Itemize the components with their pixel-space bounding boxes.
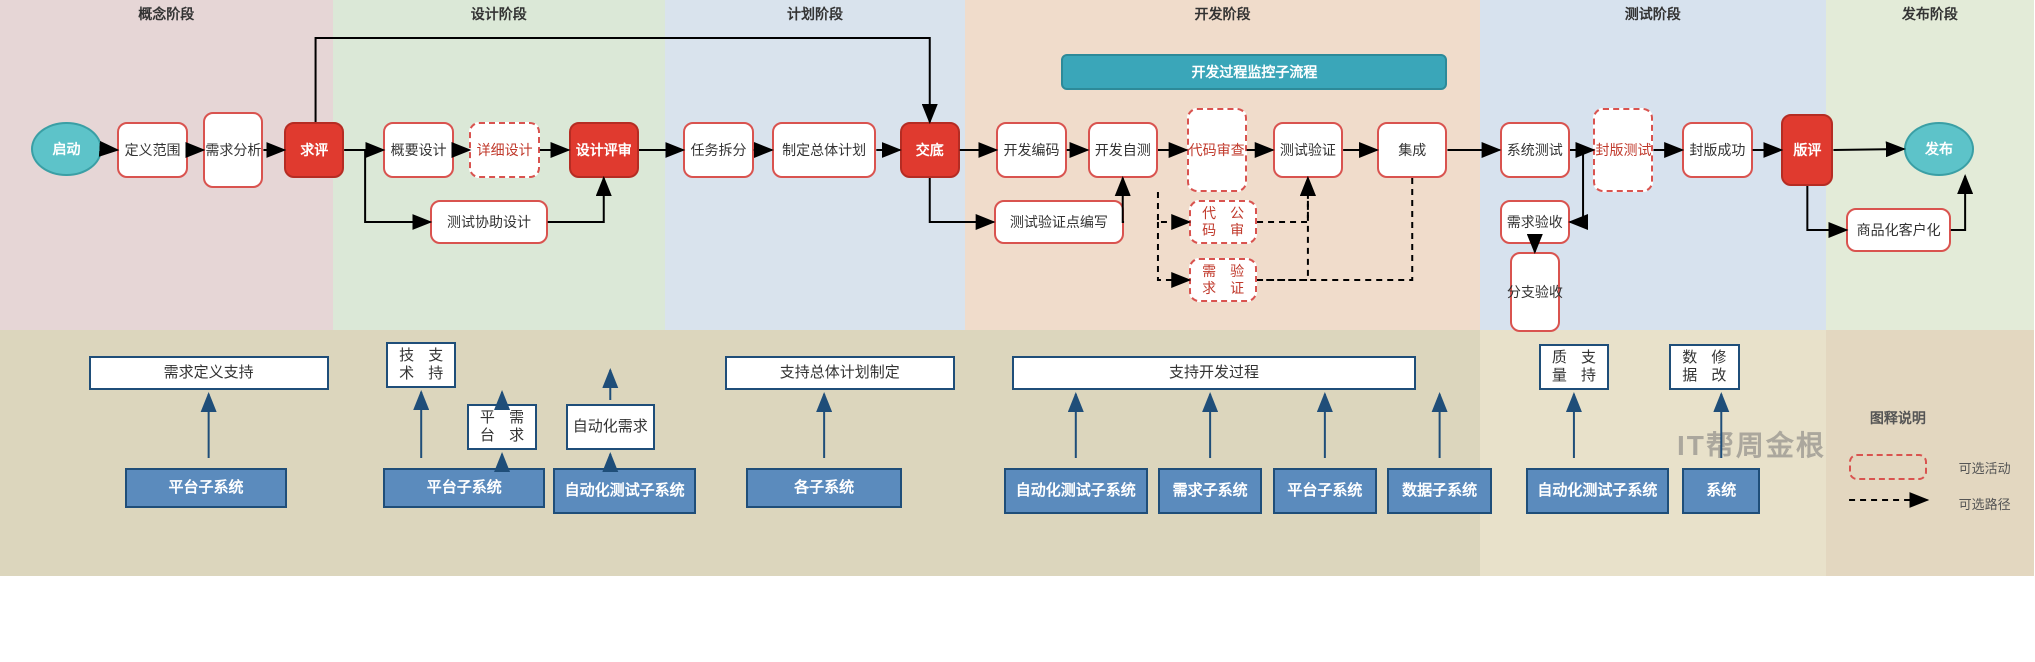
node-codepub: 代码公审 — [1189, 200, 1257, 244]
node-coderev: 代码审查 — [1187, 108, 1247, 192]
legend-title: 图释说明 — [1870, 408, 1926, 428]
node-systest: 系统测试 — [1500, 122, 1570, 178]
node-tvpwrite: 测试验证点编写 — [994, 200, 1124, 244]
node-reqana: 需求分析 — [203, 112, 263, 188]
node-reqacc: 需求验收 — [1500, 200, 1570, 244]
node-b2: 平台子系统 — [383, 468, 545, 508]
node-outdes: 概要设计 — [383, 122, 453, 178]
node-banner: 开发过程监控子流程 — [1061, 54, 1447, 90]
node-branch: 分支验收 — [1510, 252, 1560, 332]
node-integ: 集成 — [1377, 122, 1447, 178]
phase-label-5: 发布阶段 — [1826, 4, 2035, 24]
node-sealrev: 版评 — [1781, 114, 1833, 186]
node-testver: 测试验证 — [1273, 122, 1343, 178]
legend-text-1: 可选活动 — [1959, 458, 2011, 477]
phase-label-3: 开发阶段 — [965, 4, 1480, 24]
node-plan: 制定总体计划 — [772, 122, 876, 178]
watermark: IT帮周金根 — [1677, 424, 1826, 464]
node-b9: 自动化测试子系统 — [1526, 468, 1669, 514]
node-b6: 需求子系统 — [1158, 468, 1262, 514]
node-sealtest: 封版测试 — [1593, 108, 1653, 192]
node-taskspl: 任务拆分 — [683, 122, 753, 178]
phase-label-4: 测试阶段 — [1480, 4, 1826, 24]
node-b8: 数据子系统 — [1387, 468, 1491, 514]
phase-label-0: 概念阶段 — [0, 4, 333, 24]
node-prod: 商品化客户化 — [1846, 208, 1950, 252]
node-testaid: 测试协助设计 — [430, 200, 547, 244]
node-release: 发布 — [1904, 122, 1974, 176]
node-reqrev: 求评 — [284, 122, 344, 178]
node-sealok: 封版成功 — [1682, 122, 1752, 178]
node-b10: 系统 — [1682, 468, 1760, 514]
node-jiaodi: 交底 — [900, 122, 960, 178]
node-b7: 平台子系统 — [1273, 468, 1377, 514]
node-w4: 支持开发过程 — [1012, 356, 1416, 390]
node-b5: 自动化测试子系统 — [1004, 468, 1147, 514]
node-w1: 需求定义支持 — [89, 356, 329, 390]
node-scope: 定义范围 — [117, 122, 187, 178]
node-w8: 自动化需求 — [566, 404, 655, 450]
node-b1: 平台子系统 — [125, 468, 287, 508]
node-b3: 自动化测试子系统 — [553, 468, 696, 514]
legend-text-2: 可选路径 — [1959, 494, 2011, 513]
node-reqver: 需求验证 — [1189, 258, 1257, 302]
node-desrev: 设计评审 — [569, 122, 639, 178]
node-w2: 技术支持 — [386, 342, 456, 388]
legend-optional-box — [1849, 454, 1927, 480]
diagram-canvas: 概念阶段设计阶段计划阶段开发阶段测试阶段发布阶段启动定义范围需求分析求评概要设计… — [0, 0, 2035, 662]
node-w7: 平台需求 — [467, 404, 537, 450]
node-devtest: 开发自测 — [1088, 122, 1158, 178]
node-start: 启动 — [31, 122, 101, 176]
node-detdes: 详细设计 — [469, 122, 539, 178]
node-w5: 质量支持 — [1539, 344, 1609, 390]
phase-label-1: 设计阶段 — [333, 4, 666, 24]
node-w3: 支持总体计划制定 — [725, 356, 955, 390]
node-devcode: 开发编码 — [996, 122, 1066, 178]
phase-label-2: 计划阶段 — [665, 4, 965, 24]
lower-bg-2 — [1826, 330, 2035, 576]
node-w6: 数据修改 — [1669, 344, 1739, 390]
node-b4: 各子系统 — [746, 468, 902, 508]
